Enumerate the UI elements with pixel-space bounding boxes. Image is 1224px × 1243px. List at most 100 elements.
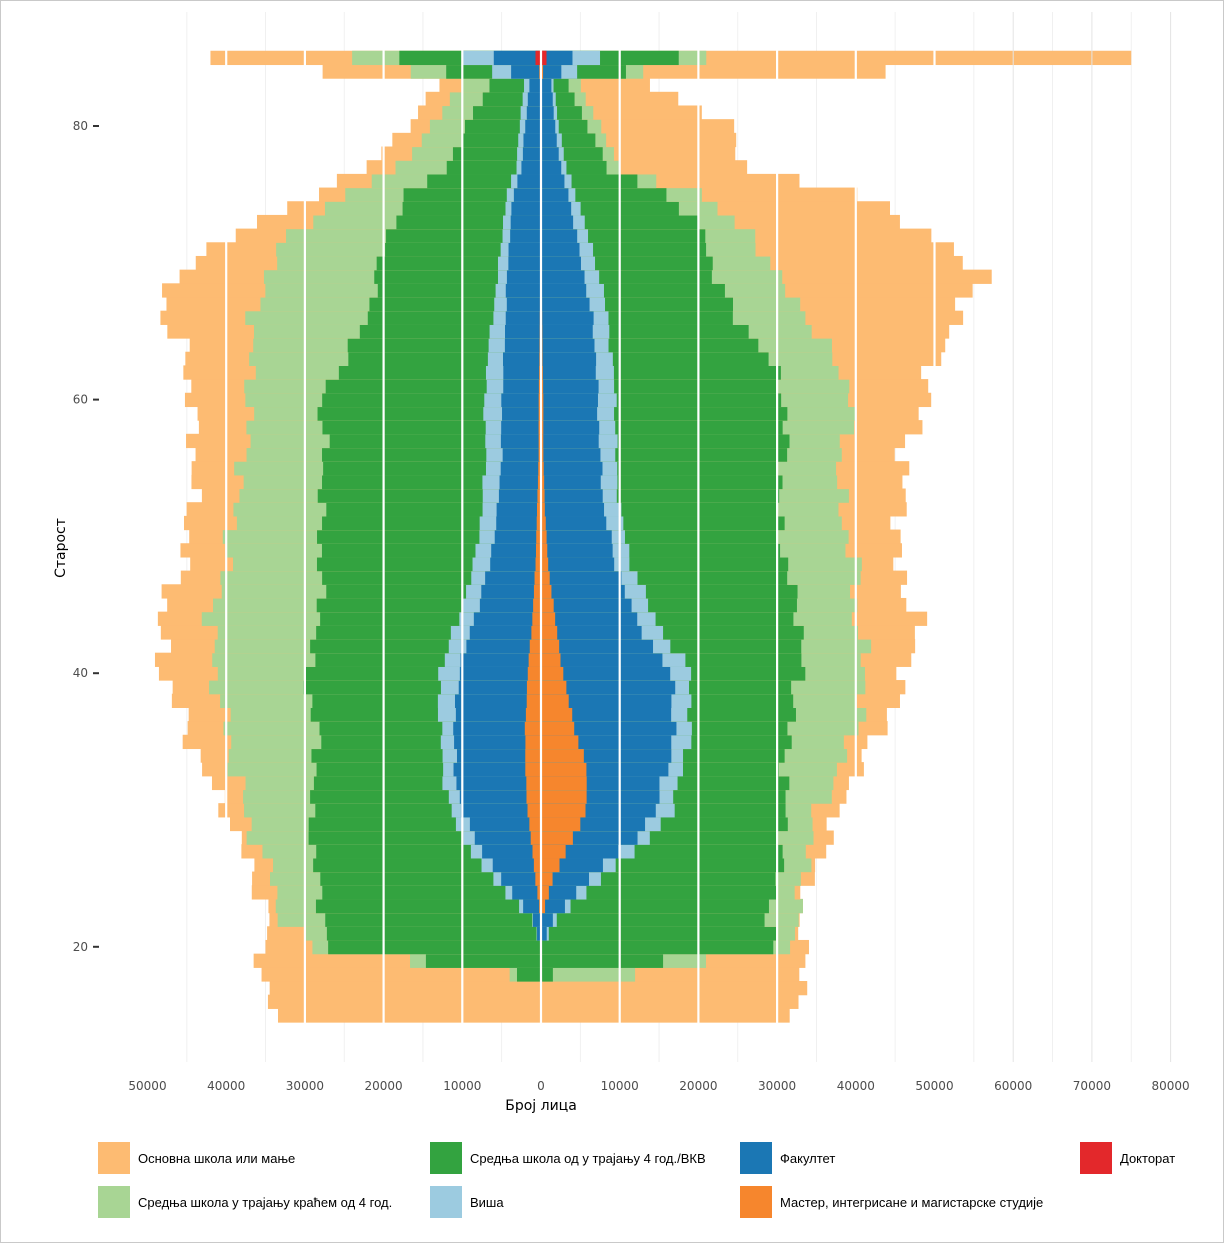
bar-fakultet-right (541, 310, 594, 325)
bar-fakultet-left (482, 844, 541, 859)
bar-master-right (541, 652, 561, 667)
legend-label: Виша (470, 1195, 504, 1210)
bar-fakultet-left (521, 160, 541, 175)
bar-fakultet-right (541, 447, 601, 462)
legend-swatch (740, 1186, 772, 1218)
bar-fakultet-left (511, 201, 541, 216)
bar-fakultet-right (541, 351, 597, 366)
major-gridlines (146, 12, 1172, 1062)
bar-fakultet-left (504, 338, 541, 353)
bar-fakultet-right (541, 146, 559, 161)
bar-master-left (532, 611, 541, 626)
bar-srednja-4-left (322, 447, 541, 462)
bar-master-left (526, 775, 541, 791)
x-tick-label: 40000 (207, 1079, 245, 1093)
bar-fakultet-left (458, 680, 541, 695)
bar-srednja-4-left (322, 885, 541, 900)
x-tick-label: 40000 (837, 1079, 875, 1093)
bar-fakultet-right (541, 297, 590, 312)
bar-fakultet-left (459, 789, 541, 804)
bar-master-left (525, 734, 541, 750)
bar-master-left (525, 762, 541, 777)
legend-label: Факултет (780, 1151, 835, 1166)
bar-fakultet-left (525, 119, 541, 134)
legend-swatch (98, 1186, 130, 1218)
y-tick-label: 60 (73, 393, 88, 407)
bar-master-left (527, 803, 541, 818)
bar-master-right (541, 625, 558, 640)
bar-fakultet-left (503, 351, 541, 366)
bar-fakultet-left (505, 310, 541, 325)
bar-fakultet-right (541, 105, 554, 120)
bar-srednja-4-left (516, 967, 541, 982)
bar-fakultet-right (541, 50, 573, 66)
bar-master-right (541, 406, 544, 421)
bar-master-right (541, 543, 548, 558)
x-tick-label: 50000 (128, 1079, 166, 1093)
bar-srednja-4-left (403, 187, 541, 202)
bar-fakultet-left (522, 146, 541, 161)
bar-master-left (538, 447, 541, 462)
bar-master-right (541, 461, 544, 476)
bar-srednja-4-left (326, 926, 541, 941)
bar-master-right (541, 611, 556, 626)
bar-fakultet-right (541, 515, 607, 531)
bar-fakultet-right (541, 433, 599, 449)
bar-fakultet-right (541, 173, 565, 189)
bar-master-left (535, 556, 541, 572)
legend-label: Мастер, интегрисане и магистарске студиј… (780, 1195, 1043, 1210)
x-tick-label: 70000 (1073, 1079, 1111, 1093)
bar-master-left (529, 816, 541, 832)
axes: 50000 40000 30000 20000 10000 0 10000 20000 3000… (73, 119, 1190, 1093)
bar-fakultet-left (490, 556, 541, 572)
bar-master-right (541, 748, 584, 763)
bar-fakultet-right (541, 885, 577, 900)
bar-fakultet-left (456, 748, 541, 763)
bar-fakultet-right (541, 597, 632, 613)
legend-label: Основна школа или мање (138, 1151, 295, 1166)
bar-fakultet-left (502, 406, 541, 421)
bar-fakultet-right (541, 187, 569, 202)
bar-fakultet-left (503, 365, 541, 380)
bar-fakultet-left (511, 64, 541, 79)
bar-fakultet-left (512, 885, 541, 900)
y-tick-label: 20 (73, 940, 88, 954)
bar-osnovna-right (541, 1008, 790, 1023)
bar-master-right (541, 844, 566, 859)
bar-master-right (541, 789, 587, 804)
bar-fakultet-right (541, 639, 654, 654)
bar-master-right (541, 502, 545, 517)
legend-swatch (740, 1142, 772, 1174)
bar-fakultet-left (455, 707, 541, 722)
bar-fakultet-left (459, 666, 541, 681)
bar-fakultet-right (541, 570, 622, 585)
bar-master-right (541, 666, 564, 681)
bar-fakultet-left (454, 693, 541, 708)
bar-fakultet-right (541, 707, 672, 722)
bar-osnovna-right (541, 981, 808, 996)
legend-label: Средња школа од у трајању 4 год./ВКВ (470, 1151, 706, 1166)
bar-fakultet-right (541, 529, 612, 544)
bar-fakultet-right (541, 420, 600, 435)
y-axis-title: Старост (53, 518, 69, 578)
bar-fakultet-right (541, 91, 553, 107)
bar-fakultet-left (496, 502, 541, 517)
bar-srednja-4-left (328, 939, 541, 955)
bar-master-left (533, 584, 541, 599)
bar-fakultet-left (513, 187, 541, 202)
bar-fakultet-right (541, 201, 572, 216)
bar-osnovna-left (267, 994, 541, 1009)
bar-master-left (526, 693, 541, 708)
legend-label: Средња школа у трајању краћем од 4 год. (138, 1195, 392, 1210)
x-tick-label: 0 (537, 1079, 545, 1093)
bar-srednja-4-left (315, 898, 541, 914)
bar-master-right (541, 898, 546, 914)
x-tick-label: 20000 (679, 1079, 717, 1093)
bar-layer (154, 50, 1132, 1023)
bar-fakultet-right (541, 543, 613, 558)
bar-master-right (541, 433, 544, 449)
bar-fakultet-right (541, 119, 556, 134)
legend: Основна школа или мање Средња школа у тра… (98, 1142, 1175, 1218)
bar-master-left (529, 639, 541, 654)
